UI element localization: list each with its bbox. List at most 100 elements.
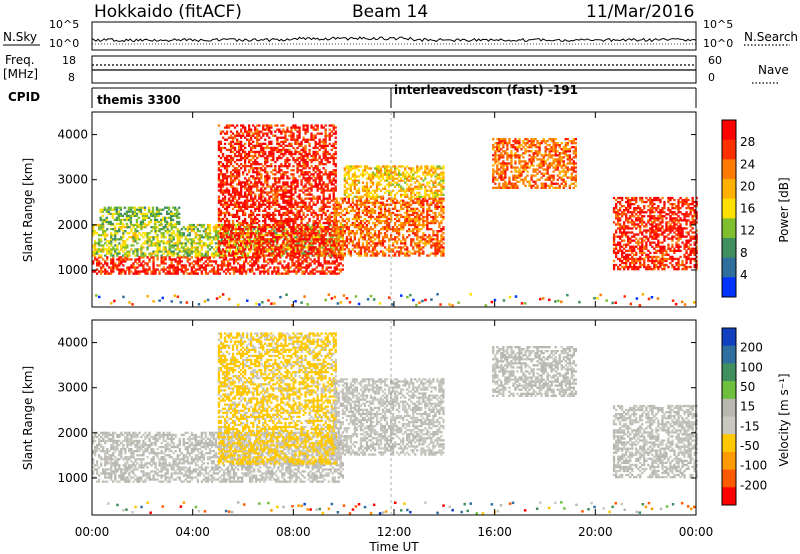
echo-cell: [172, 223, 175, 227]
echo-cell: [377, 213, 381, 217]
echo-cell: [146, 223, 149, 227]
echo-cell: [314, 246, 317, 249]
echo-cell: [142, 266, 145, 269]
echo-cell: [184, 266, 187, 269]
echo-cell: [398, 219, 401, 223]
echo-cell: [268, 238, 271, 241]
echo-cell: [282, 242, 285, 245]
echo-cell: [298, 136, 301, 139]
echo-cell: [286, 130, 289, 133]
echo-cell: [324, 146, 327, 150]
echo-cell: [156, 258, 159, 261]
echo-cell: [92, 234, 95, 237]
echo-cell: [228, 250, 232, 253]
echo-cell: [143, 218, 147, 222]
echo-cell: [284, 152, 287, 156]
echo-cell: [298, 144, 301, 147]
echo-cell: [310, 250, 313, 253]
echo-cell: [218, 226, 222, 229]
echo-cell: [309, 240, 312, 243]
echo-cell: [280, 144, 283, 147]
echo-cell: [237, 258, 240, 261]
echo-cell: [164, 246, 167, 249]
echo-cell: [296, 203, 299, 206]
echo-cell: [286, 148, 289, 152]
echo-cell: [304, 215, 307, 219]
echo-cell: [229, 234, 233, 237]
echo-cell: [96, 260, 99, 263]
echo-cell: [129, 206, 133, 209]
echo-cell: [402, 207, 405, 210]
echo-cell: [418, 228, 421, 231]
echo-cell: [258, 167, 261, 170]
echo-cell: [408, 254, 411, 257]
echo-cell: [416, 219, 419, 223]
echo-cell: [210, 260, 214, 263]
echo-cell: [198, 236, 201, 239]
echo-cell: [312, 167, 315, 170]
echo-cell: [335, 223, 338, 227]
echo-cell: [96, 258, 99, 261]
echo-cell: [284, 136, 287, 139]
echo-cell: [258, 223, 261, 227]
echo-cell: [270, 171, 273, 174]
echo-cell: [254, 136, 257, 139]
echo-cell: [260, 252, 263, 255]
echo-cell: [326, 175, 329, 178]
echo-cell: [102, 232, 105, 235]
power-echo-cells: [92, 124, 698, 307]
echo-cell: [294, 201, 297, 204]
echo-cell: [324, 217, 327, 221]
echo-cell: [300, 209, 303, 212]
echo-cell: [227, 211, 231, 215]
echo-cell: [182, 264, 185, 267]
echo-cell: [248, 199, 251, 202]
echo-cell: [252, 221, 255, 225]
echo-cell: [353, 223, 356, 227]
echo-cell: [288, 219, 291, 223]
echo-cell: [124, 258, 127, 261]
echo-cell: [202, 236, 205, 239]
echo-cell: [158, 228, 161, 231]
echo-cell: [107, 206, 110, 209]
echo-cell: [320, 240, 323, 243]
echo-cell: [292, 213, 295, 217]
echo-cell: [398, 228, 401, 231]
echo-cell: [331, 246, 334, 249]
echo-cell: [188, 223, 191, 227]
echo-cell: [290, 254, 293, 257]
echo-cell: [286, 156, 289, 160]
echo-cell: [328, 132, 331, 135]
echo-cell: [252, 185, 255, 188]
echo-cell: [132, 234, 135, 237]
echo-cell: [326, 183, 329, 186]
echo-cell: [208, 238, 212, 241]
echo-cell: [229, 238, 233, 241]
echo-cell: [240, 130, 243, 133]
echo-cell: [328, 142, 331, 145]
echo-cell: [217, 213, 221, 217]
echo-cell: [240, 209, 243, 212]
echo-cell: [186, 256, 189, 259]
echo-cell: [290, 185, 293, 188]
echo-cell: [304, 228, 307, 231]
echo-cell: [332, 163, 335, 166]
echo-cell: [280, 136, 283, 139]
echo-cell: [293, 262, 296, 265]
echo-cell: [288, 177, 291, 180]
echo-cell: [322, 195, 325, 198]
echo-cell: [172, 268, 175, 271]
echo-cell: [373, 209, 377, 212]
echo-cell: [248, 189, 251, 192]
echo-cell: [359, 232, 363, 235]
echo-cell: [221, 165, 225, 168]
echo-cell: [228, 272, 232, 275]
echo-cell: [157, 220, 161, 224]
echo-cell: [210, 236, 214, 239]
echo-cell: [310, 230, 313, 233]
echo-cell: [322, 144, 325, 147]
echo-cell: [192, 250, 195, 253]
echo-cell: [408, 219, 411, 223]
echo-cell: [302, 167, 305, 170]
echo-cell: [272, 223, 275, 227]
